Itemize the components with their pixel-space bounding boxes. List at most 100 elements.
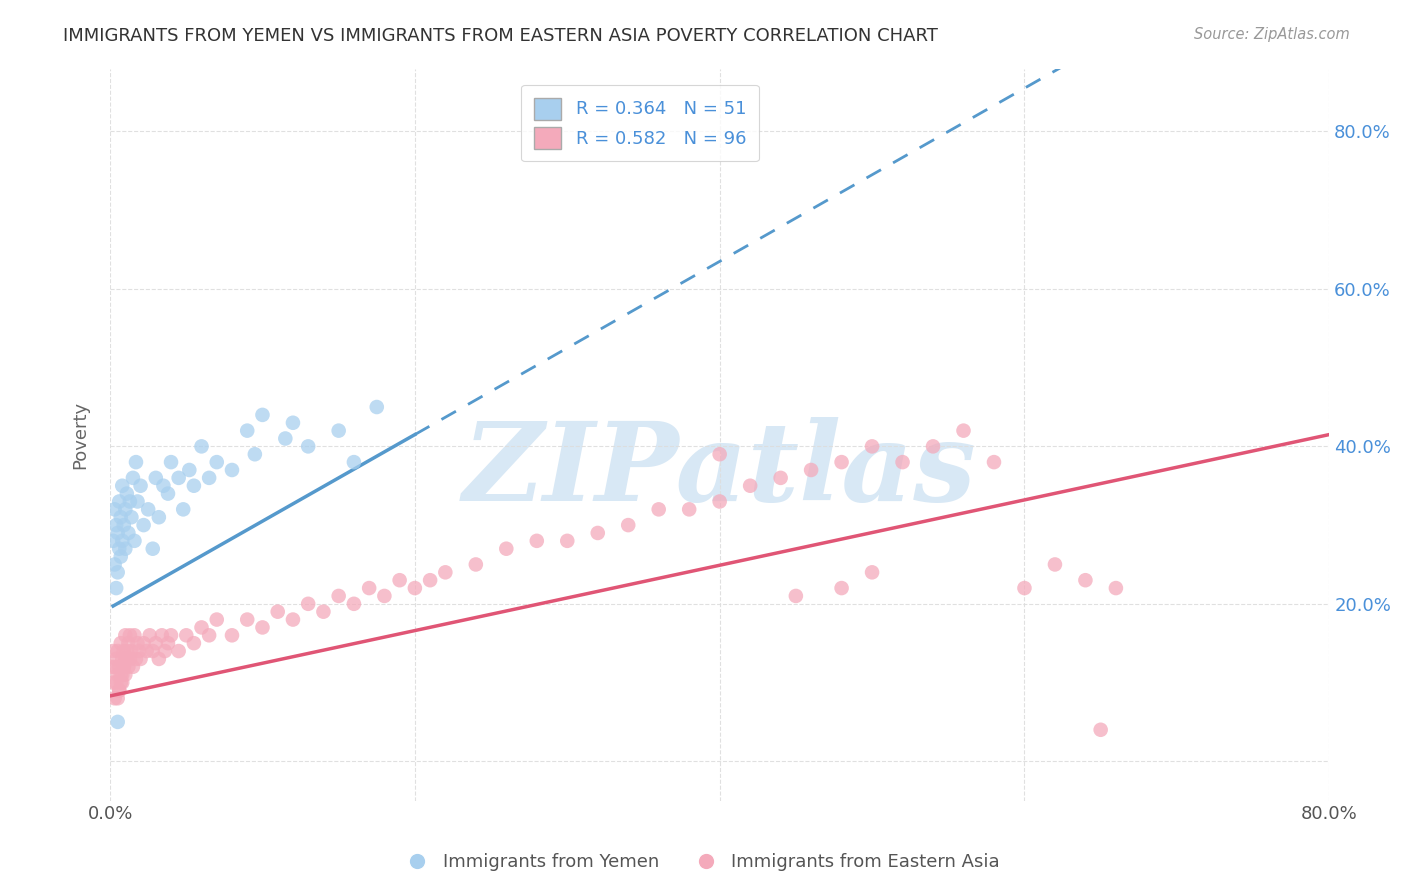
Point bbox=[115, 486, 138, 500]
Point bbox=[132, 518, 155, 533]
Point bbox=[104, 558, 127, 572]
Point bbox=[115, 652, 138, 666]
Point bbox=[107, 667, 129, 681]
Point bbox=[132, 636, 155, 650]
Point bbox=[145, 636, 167, 650]
Point bbox=[647, 502, 669, 516]
Point bbox=[297, 597, 319, 611]
Point bbox=[117, 525, 139, 540]
Point bbox=[156, 486, 179, 500]
Point bbox=[952, 424, 974, 438]
Point bbox=[153, 644, 176, 658]
Point bbox=[118, 628, 141, 642]
Point bbox=[108, 683, 131, 698]
Point bbox=[252, 408, 274, 422]
Point bbox=[172, 502, 194, 516]
Point bbox=[108, 683, 131, 698]
Point bbox=[127, 494, 149, 508]
Point bbox=[1105, 581, 1128, 595]
Point bbox=[274, 432, 297, 446]
Point bbox=[108, 541, 131, 556]
Point bbox=[112, 660, 135, 674]
Point bbox=[800, 463, 823, 477]
Point bbox=[104, 660, 127, 674]
Point bbox=[142, 644, 165, 658]
Point bbox=[105, 675, 128, 690]
Point bbox=[118, 494, 141, 508]
Point bbox=[236, 613, 259, 627]
Point bbox=[190, 620, 212, 634]
Point bbox=[366, 400, 388, 414]
Point bbox=[117, 636, 139, 650]
Point bbox=[110, 636, 132, 650]
Point bbox=[107, 525, 129, 540]
Point bbox=[111, 675, 134, 690]
Point bbox=[110, 675, 132, 690]
Point bbox=[114, 667, 136, 681]
Point bbox=[107, 566, 129, 580]
Point bbox=[167, 471, 190, 485]
Text: IMMIGRANTS FROM YEMEN VS IMMIGRANTS FROM EASTERN ASIA POVERTY CORRELATION CHART: IMMIGRANTS FROM YEMEN VS IMMIGRANTS FROM… bbox=[63, 27, 938, 45]
Point bbox=[114, 541, 136, 556]
Point bbox=[110, 549, 132, 564]
Point bbox=[128, 644, 150, 658]
Point bbox=[190, 439, 212, 453]
Point bbox=[107, 644, 129, 658]
Point bbox=[179, 463, 201, 477]
Point bbox=[183, 636, 205, 650]
Point bbox=[111, 479, 134, 493]
Point bbox=[236, 424, 259, 438]
Point bbox=[111, 652, 134, 666]
Point bbox=[105, 652, 128, 666]
Point bbox=[107, 714, 129, 729]
Point bbox=[118, 652, 141, 666]
Text: ZIPatlas: ZIPatlas bbox=[463, 417, 977, 524]
Point bbox=[343, 597, 366, 611]
Point bbox=[148, 510, 170, 524]
Point bbox=[198, 471, 221, 485]
Point bbox=[104, 502, 127, 516]
Point bbox=[860, 439, 883, 453]
Point bbox=[328, 589, 350, 603]
Point bbox=[125, 652, 148, 666]
Y-axis label: Poverty: Poverty bbox=[72, 401, 89, 468]
Legend: R = 0.364   N = 51, R = 0.582   N = 96: R = 0.364 N = 51, R = 0.582 N = 96 bbox=[522, 85, 759, 161]
Point bbox=[145, 471, 167, 485]
Point bbox=[221, 628, 243, 642]
Point bbox=[125, 455, 148, 469]
Point bbox=[110, 667, 132, 681]
Point bbox=[138, 628, 160, 642]
Point bbox=[1074, 573, 1097, 587]
Point bbox=[117, 660, 139, 674]
Point bbox=[526, 533, 548, 548]
Point bbox=[122, 471, 145, 485]
Point bbox=[388, 573, 411, 587]
Point bbox=[105, 581, 128, 595]
Point bbox=[156, 636, 179, 650]
Point bbox=[120, 510, 142, 524]
Point bbox=[252, 620, 274, 634]
Point bbox=[404, 581, 426, 595]
Point bbox=[221, 463, 243, 477]
Point bbox=[111, 667, 134, 681]
Point bbox=[136, 502, 159, 516]
Point bbox=[114, 652, 136, 666]
Point bbox=[129, 652, 152, 666]
Point bbox=[112, 518, 135, 533]
Point bbox=[129, 479, 152, 493]
Text: Source: ZipAtlas.com: Source: ZipAtlas.com bbox=[1194, 27, 1350, 42]
Point bbox=[740, 479, 762, 493]
Point bbox=[860, 566, 883, 580]
Point bbox=[127, 636, 149, 650]
Point bbox=[922, 439, 945, 453]
Point bbox=[297, 439, 319, 453]
Point bbox=[586, 525, 609, 540]
Point bbox=[769, 471, 792, 485]
Point bbox=[111, 533, 134, 548]
Point bbox=[678, 502, 700, 516]
Point bbox=[359, 581, 381, 595]
Point bbox=[108, 494, 131, 508]
Point bbox=[104, 691, 127, 706]
Point bbox=[555, 533, 578, 548]
Point bbox=[160, 628, 183, 642]
